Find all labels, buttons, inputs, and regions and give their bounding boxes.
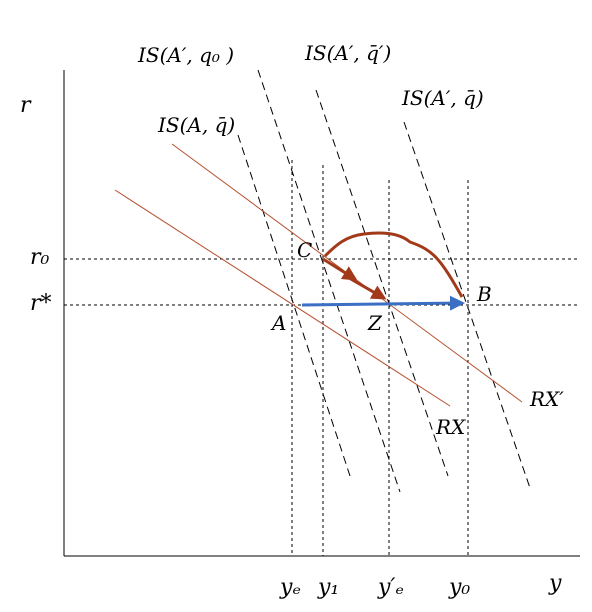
rx-prime-label: RX′ (529, 387, 564, 411)
a-to-b-blue-arrow (301, 295, 465, 311)
y0-label: y₀ (448, 575, 470, 600)
point-c-label: C (297, 238, 312, 262)
c-to-z-arrow-segment-2 (348, 276, 387, 300)
rx-curve (114, 189, 451, 407)
is-a-q-label: IS(A, q̄) (157, 113, 235, 137)
y-axis-label: r (20, 93, 32, 118)
is-a1-q0-curve (257, 69, 401, 493)
r0-label: r₀ (30, 245, 50, 270)
is-a1-q0-label: IS(A′, q₀ ) (137, 43, 234, 67)
ye-label: yₑ (279, 575, 301, 600)
is-a-q-curve (237, 134, 351, 477)
is-a1-q-label: IS(A′, q̄) (401, 86, 484, 110)
point-b-label: B (476, 282, 492, 306)
ye-prime-label: y′ₑ (377, 575, 404, 600)
x-axis-label: y (548, 571, 562, 596)
y1-label: y₁ (317, 575, 339, 600)
b-to-c-curved-path (323, 231, 464, 298)
r-star-label: r* (30, 291, 52, 316)
is-a1-q1-curve (315, 89, 449, 477)
point-z-label: Z (367, 311, 383, 335)
rx-label: RX (435, 415, 466, 439)
point-a-label: A (270, 311, 286, 335)
is-a1-q1-label: IS(A′, q̄′) (304, 41, 391, 65)
c-to-z-arrow-segment-1 (322, 257, 358, 281)
